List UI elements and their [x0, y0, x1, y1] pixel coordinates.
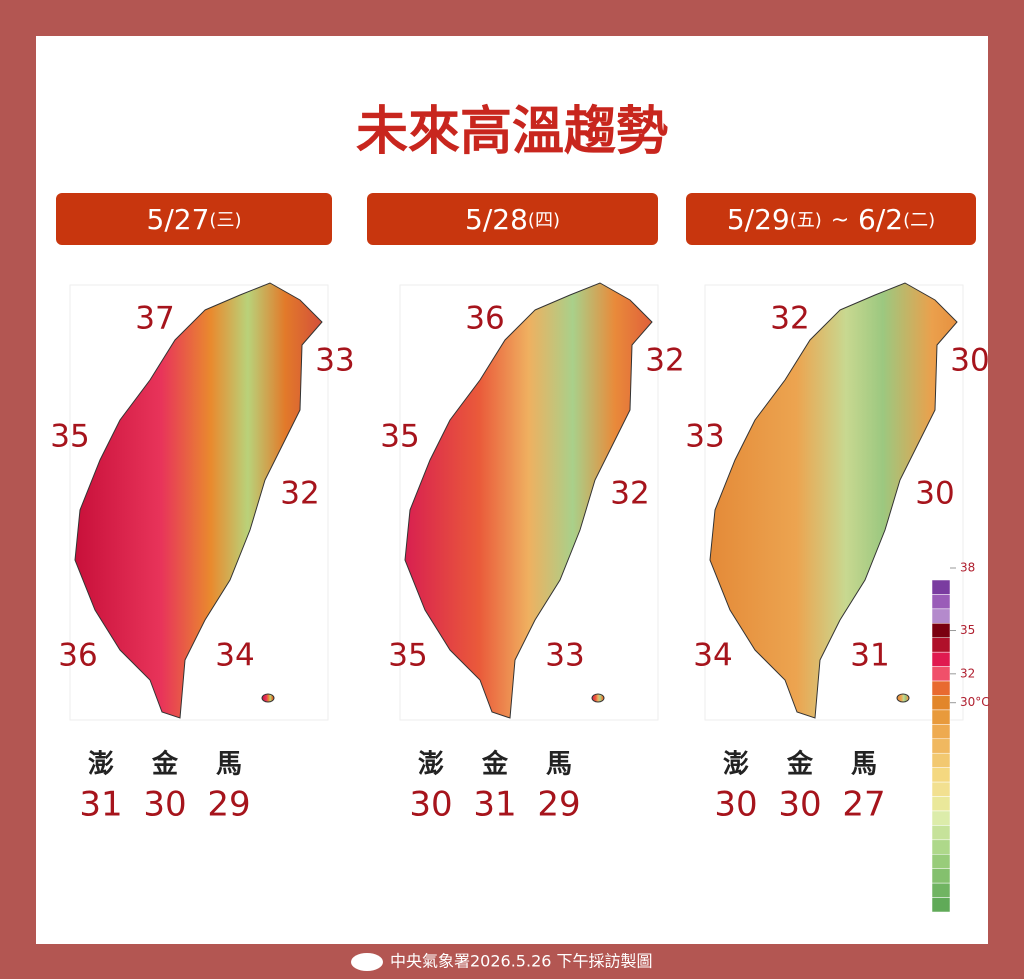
legend-swatch: [931, 752, 951, 768]
island-name: 馬: [851, 750, 877, 780]
date-header: [367, 193, 658, 245]
header-part: 5/27: [147, 203, 210, 236]
map-temperature: 32: [645, 343, 684, 379]
legend-swatch: [931, 825, 951, 841]
legend-swatch: [931, 666, 951, 682]
legend-swatch: [931, 709, 951, 725]
map-temperature: 31: [850, 638, 889, 674]
island-name: 金: [151, 749, 179, 780]
island-name: 澎: [418, 750, 444, 780]
date-header-text: 5/27(三): [147, 203, 242, 236]
map-temperature: 32: [280, 476, 319, 512]
legend-swatch: [931, 796, 951, 812]
legend-swatch: [931, 637, 951, 653]
map-frame: [704, 284, 964, 721]
legend-swatch: [931, 724, 951, 740]
map-temperature: 36: [465, 301, 504, 337]
header-part: ~: [831, 208, 849, 233]
legend-swatch: [931, 623, 951, 638]
island-temperature: 27: [842, 785, 885, 825]
title: 未來高溫趨勢: [356, 102, 668, 162]
map-temperature: 36: [58, 638, 97, 674]
header-part: (三): [209, 210, 241, 231]
footer: 中央氣象署2026.5.26 下午採訪製圖: [351, 952, 653, 971]
island-name: 馬: [216, 750, 242, 780]
legend-swatch: [931, 882, 951, 898]
legend-swatch: [931, 810, 951, 826]
island-temperature: 29: [537, 785, 580, 825]
legend-swatch: [931, 781, 951, 797]
map-frame: [399, 284, 659, 721]
island: [591, 693, 605, 703]
map-temperature: 33: [315, 343, 354, 379]
header-part: 6/2: [858, 203, 903, 236]
map-temperature: 35: [388, 638, 427, 674]
map-temperature: 34: [215, 638, 254, 674]
legend-swatch: [931, 854, 951, 869]
legend-swatch: [931, 594, 951, 610]
taiwan-map: [709, 282, 958, 719]
footer-text: 中央氣象署2026.5.26 下午採訪製圖: [390, 952, 653, 971]
date-header-text: 5/29(五) ~ 6/2(二): [727, 203, 935, 236]
map-temperature: 30: [915, 476, 954, 512]
header-part: (四): [528, 210, 560, 231]
map-temperature: 35: [380, 419, 419, 455]
island: [896, 693, 910, 703]
legend-label: 35: [960, 623, 975, 637]
island-temperature: 31: [473, 785, 516, 825]
legend-swatch: [931, 680, 951, 696]
legend-swatch: [931, 897, 951, 913]
map-temperature: 35: [50, 419, 89, 455]
header-part: 5/28: [465, 203, 528, 236]
legend-swatch: [931, 738, 951, 754]
date-header: [686, 193, 976, 245]
date-header: [56, 193, 332, 245]
island-name: 澎: [723, 750, 749, 780]
island-temperature: 30: [778, 785, 821, 825]
island-temperature: 31: [79, 785, 122, 825]
island-temperature: 29: [207, 785, 250, 825]
legend-swatch: [931, 651, 951, 667]
island-name: 金: [481, 749, 509, 780]
legend-swatch: [931, 767, 951, 783]
map-temperature: 37: [135, 301, 174, 337]
legend-swatch: [931, 839, 951, 855]
island-name: 馬: [546, 750, 572, 780]
legend-label: 30°C: [960, 695, 990, 709]
logo: [351, 953, 383, 971]
map-temperature: 32: [770, 301, 809, 337]
map-temperature: 32: [610, 476, 649, 512]
legend-swatch: [931, 579, 951, 595]
header-part: (五): [790, 210, 822, 231]
header-part: 5/29: [727, 203, 790, 236]
legend-swatch: [931, 868, 951, 884]
taiwan-map: [404, 282, 653, 719]
island-temperature: 30: [143, 785, 186, 825]
date-header-text: 5/28(四): [465, 203, 560, 236]
map-temperature: 33: [545, 638, 584, 674]
map-temperature: 30: [950, 343, 989, 379]
legend-label: 32: [960, 666, 975, 680]
legend-label: 38: [960, 561, 975, 575]
island: [261, 693, 275, 703]
island-temperature: 30: [409, 785, 452, 825]
legend-swatch: [931, 695, 951, 711]
island-temperature: 30: [714, 785, 757, 825]
map-frame: [69, 284, 329, 721]
island-name: 澎: [88, 750, 114, 780]
header-part: (二): [903, 210, 935, 231]
taiwan-map: [74, 282, 323, 719]
island-name: 金: [786, 749, 814, 780]
map-temperature: 33: [685, 419, 724, 455]
legend-swatch: [931, 608, 951, 624]
map-temperature: 34: [693, 638, 732, 674]
